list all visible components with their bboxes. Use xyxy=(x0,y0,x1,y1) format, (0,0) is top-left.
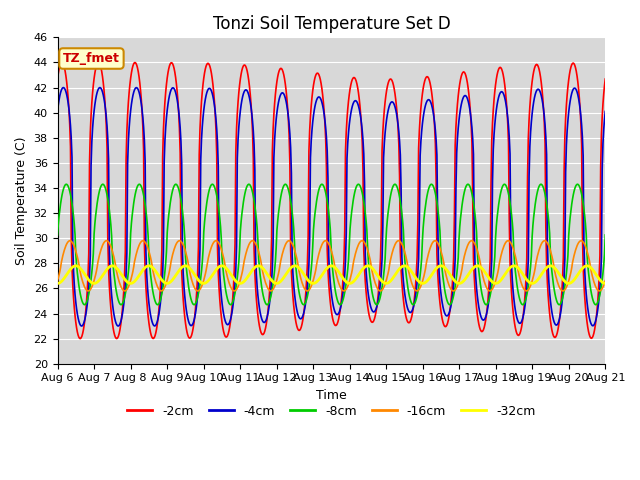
-2cm xyxy=(122,249,129,254)
-4cm xyxy=(415,216,423,222)
-4cm xyxy=(65,100,72,106)
-4cm xyxy=(78,323,86,329)
-2cm xyxy=(206,63,214,69)
Y-axis label: Soil Temperature (C): Soil Temperature (C) xyxy=(15,136,28,265)
-16cm xyxy=(602,278,609,284)
-32cm xyxy=(177,266,184,272)
-32cm xyxy=(602,280,609,286)
-4cm xyxy=(60,84,67,90)
-2cm xyxy=(415,127,423,133)
-16cm xyxy=(212,238,220,243)
-32cm xyxy=(415,278,422,284)
-32cm xyxy=(72,263,79,269)
-2cm xyxy=(58,60,66,65)
-16cm xyxy=(399,245,407,251)
-4cm xyxy=(206,85,214,91)
-2cm xyxy=(399,297,407,302)
-4cm xyxy=(122,284,129,290)
-32cm xyxy=(121,276,129,282)
Line: -8cm: -8cm xyxy=(58,184,605,305)
X-axis label: Time: Time xyxy=(316,389,347,402)
-16cm xyxy=(230,288,238,294)
Text: TZ_fmet: TZ_fmet xyxy=(63,52,120,65)
-8cm xyxy=(54,232,61,238)
Legend: -2cm, -4cm, -8cm, -16cm, -32cm: -2cm, -4cm, -8cm, -16cm, -32cm xyxy=(122,400,541,423)
-2cm xyxy=(177,242,185,248)
-32cm xyxy=(63,271,71,276)
-8cm xyxy=(602,232,609,238)
-16cm xyxy=(415,286,423,292)
-8cm xyxy=(63,182,71,188)
-8cm xyxy=(399,227,407,233)
Line: -16cm: -16cm xyxy=(58,240,605,291)
-4cm xyxy=(54,108,61,114)
-8cm xyxy=(175,189,183,195)
-16cm xyxy=(205,255,212,261)
-8cm xyxy=(415,279,423,285)
-2cm xyxy=(602,76,609,82)
-8cm xyxy=(336,302,344,308)
-4cm xyxy=(399,278,407,284)
Line: -32cm: -32cm xyxy=(58,266,605,283)
Line: -2cm: -2cm xyxy=(58,62,605,338)
-4cm xyxy=(177,138,185,144)
Line: -4cm: -4cm xyxy=(58,87,605,326)
-2cm xyxy=(54,76,61,82)
-2cm xyxy=(77,336,84,341)
-16cm xyxy=(63,240,71,246)
-2cm xyxy=(65,96,72,101)
-8cm xyxy=(355,181,362,187)
-32cm xyxy=(399,264,406,269)
-8cm xyxy=(205,191,212,197)
-32cm xyxy=(205,277,213,283)
-16cm xyxy=(54,278,61,284)
Title: Tonzi Soil Temperature Set D: Tonzi Soil Temperature Set D xyxy=(212,15,451,33)
-32cm xyxy=(54,280,61,286)
-4cm xyxy=(602,108,609,114)
-8cm xyxy=(120,298,127,303)
-16cm xyxy=(175,238,183,243)
-16cm xyxy=(120,288,127,294)
